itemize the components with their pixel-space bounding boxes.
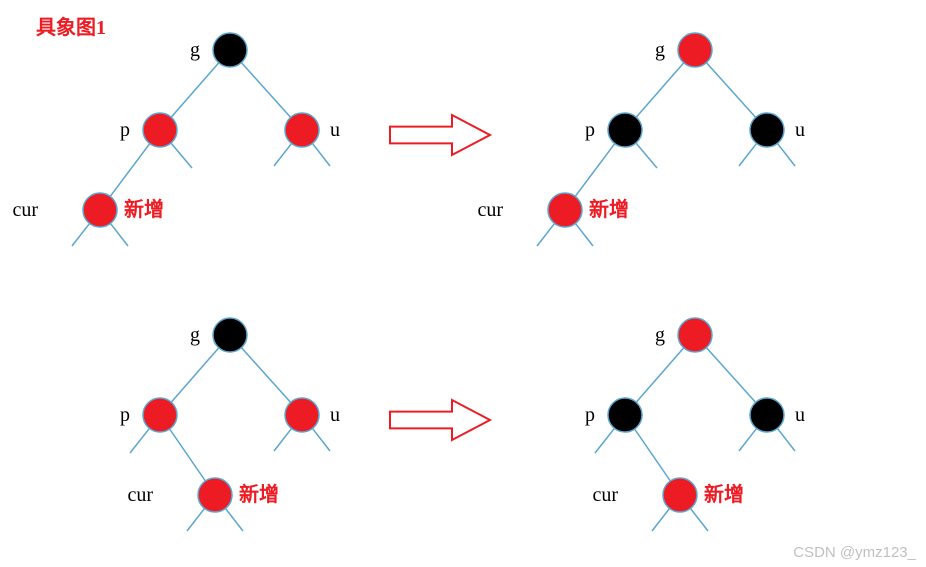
tree-t1: g p u cur 新增 (12, 33, 340, 246)
node-label-p: p (585, 119, 595, 141)
node-label-g: g (655, 324, 665, 346)
tree-stub (72, 223, 90, 246)
node-label-u: u (795, 119, 805, 141)
tree-stub (312, 428, 330, 451)
tree-edge (170, 429, 206, 481)
tree-edge (171, 348, 219, 402)
tree-node-p (608, 398, 642, 432)
tree-stub (575, 223, 593, 246)
tree-stub (187, 508, 205, 531)
node-label-g: g (655, 39, 665, 61)
tree-t2: g p u cur 新增 (477, 33, 805, 246)
node-label-u: u (330, 404, 340, 426)
tree-node-g (213, 33, 247, 67)
tree-node-p (608, 113, 642, 147)
tree-node-u (750, 113, 784, 147)
tree-node-p (143, 113, 177, 147)
tree-edge (706, 348, 755, 403)
tree-node-u (750, 398, 784, 432)
node-label-p: p (120, 119, 130, 141)
tree-stub (274, 428, 292, 451)
tree-edge (241, 63, 290, 118)
tree-stub (171, 143, 192, 168)
tree-stub (225, 508, 243, 531)
tree-node-cur (663, 478, 697, 512)
node-label-new: 新增 (704, 482, 744, 506)
tree-t4: g p u cur 新增 (585, 318, 805, 531)
tree-node-g (678, 318, 712, 352)
node-label-u: u (795, 404, 805, 426)
diagram-canvas: 具象图1 g p u cur 新增 g p u cur 新增 g p u cur 新增 g p u cur 新增 CSDN… (0, 0, 926, 567)
node-label-cur: cur (12, 199, 38, 221)
tree-edge (706, 63, 755, 118)
node-label-cur: cur (592, 484, 618, 506)
tree-stub (110, 223, 128, 246)
tree-edge (241, 348, 290, 403)
tree-stub (777, 143, 795, 166)
tree-stub (595, 428, 614, 453)
tree-stub (777, 428, 795, 451)
node-label-u: u (330, 119, 340, 141)
node-label-new: 新增 (124, 197, 164, 221)
tree-stub (652, 508, 670, 531)
node-label-p: p (120, 404, 130, 426)
tree-stub (537, 223, 555, 246)
tree-node-g (678, 33, 712, 67)
node-label-cur: cur (477, 199, 503, 221)
tree-edge (636, 348, 684, 402)
tree-node-u (285, 398, 319, 432)
tree-edge (575, 144, 615, 197)
node-label-g: g (190, 39, 200, 61)
node-label-cur: cur (127, 484, 153, 506)
tree-stub (312, 143, 330, 166)
tree-node-cur (548, 193, 582, 227)
tree-node-u (285, 113, 319, 147)
transform-arrow (390, 400, 490, 440)
tree-node-cur (198, 478, 232, 512)
node-label-new: 新增 (589, 197, 629, 221)
node-label-p: p (585, 404, 595, 426)
tree-node-g (213, 318, 247, 352)
tree-stub (636, 143, 657, 168)
tree-node-p (143, 398, 177, 432)
tree-node-cur (83, 193, 117, 227)
tree-edge (171, 63, 219, 117)
node-label-new: 新增 (239, 482, 279, 506)
tree-stub (739, 428, 757, 451)
tree-stub (130, 428, 149, 453)
tree-stub (274, 143, 292, 166)
tree-edge (635, 429, 671, 481)
tree-stub (739, 143, 757, 166)
watermark: CSDN @ymz123_ (793, 544, 916, 561)
transform-arrow (390, 115, 490, 155)
tree-t3: g p u cur 新增 (120, 318, 340, 531)
tree-edge (636, 63, 684, 117)
diagram-title: 具象图1 (36, 15, 106, 39)
tree-stub (690, 508, 708, 531)
node-label-g: g (190, 324, 200, 346)
tree-edge (110, 144, 150, 197)
